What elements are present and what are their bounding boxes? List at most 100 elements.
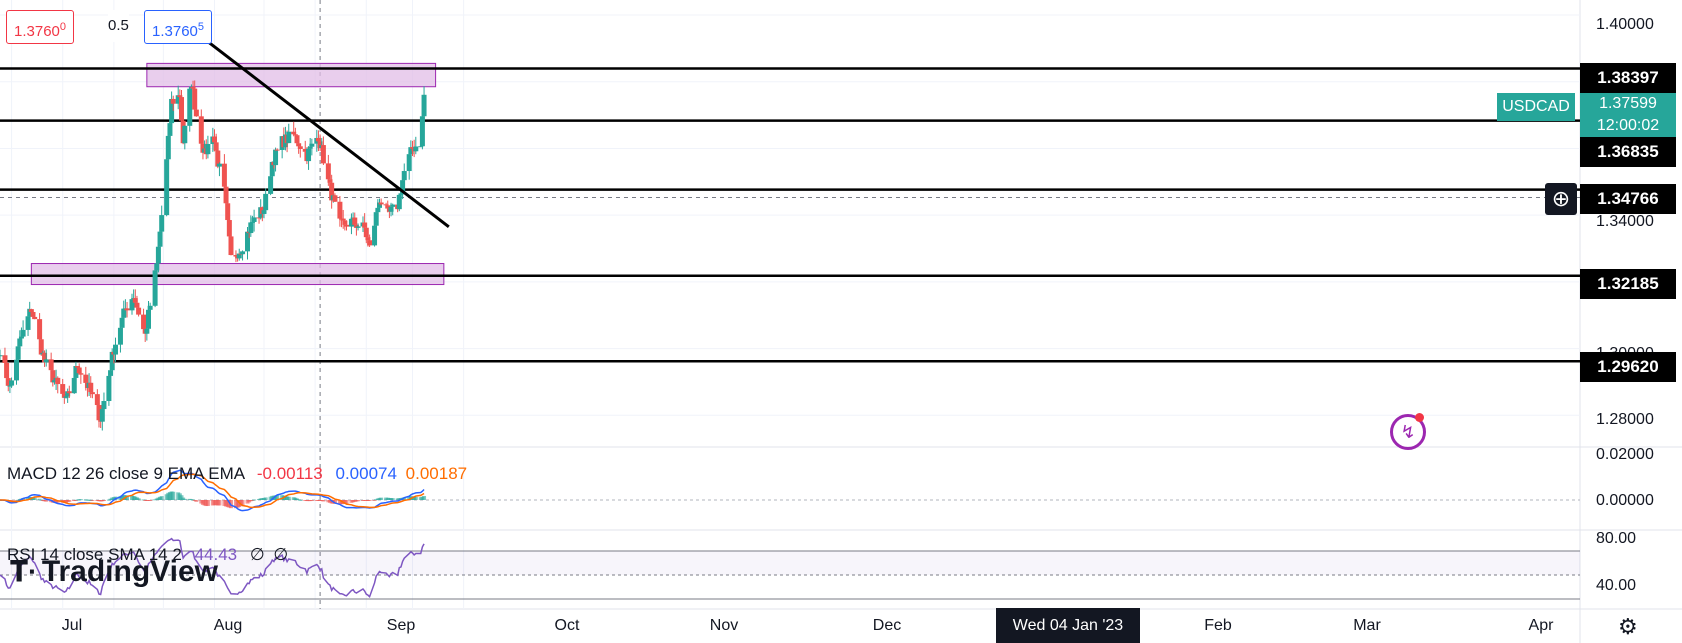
buy-price-box[interactable]: 1.37605 bbox=[144, 10, 213, 44]
x-tick: Oct bbox=[554, 617, 580, 634]
candle-body bbox=[296, 143, 302, 147]
macd-legend[interactable]: MACD 12 26 close 9 EMA EMA -0.00113 0.00… bbox=[7, 464, 467, 484]
gear-icon[interactable]: ⚙ bbox=[1618, 614, 1638, 639]
candle-body bbox=[373, 212, 379, 226]
candle-body bbox=[256, 217, 262, 219]
candle-body bbox=[228, 236, 234, 256]
candle-body bbox=[117, 327, 123, 345]
trendline bbox=[182, 21, 450, 229]
tradingview-logo-icon: 𝐓∙ bbox=[10, 556, 36, 587]
candle-body bbox=[190, 86, 196, 89]
candle-body bbox=[193, 109, 199, 117]
candle-body bbox=[76, 367, 82, 374]
level-tag: 1.32185 bbox=[1580, 269, 1676, 299]
candle-body bbox=[0, 355, 3, 357]
candle-body bbox=[83, 374, 89, 383]
candle-body bbox=[363, 227, 369, 238]
candle-body bbox=[165, 135, 171, 160]
macd-histogram-bar bbox=[413, 496, 418, 500]
candle-body bbox=[200, 143, 206, 153]
candle-body bbox=[286, 131, 292, 144]
candle-body bbox=[378, 202, 384, 205]
candle-body bbox=[388, 206, 394, 212]
candle-body bbox=[213, 142, 219, 151]
candle-body bbox=[30, 312, 36, 317]
candle-body bbox=[292, 134, 298, 136]
sell-price-box[interactable]: 1.37600 bbox=[6, 10, 75, 44]
macd-histogram-bar bbox=[344, 500, 349, 504]
candle-body bbox=[297, 146, 303, 149]
candle-body bbox=[215, 150, 221, 167]
candle-body bbox=[132, 298, 138, 303]
crosshair-add-icon[interactable]: ⊕ bbox=[1545, 183, 1577, 215]
candle-body bbox=[32, 316, 38, 320]
candle-body bbox=[390, 204, 396, 207]
tradingview-logo: 𝐓∙ TradingView bbox=[10, 555, 218, 589]
macd-histogram-bar bbox=[263, 497, 268, 500]
candle-body bbox=[216, 163, 222, 167]
macd-histogram-bar bbox=[106, 499, 111, 501]
candle-body bbox=[340, 218, 346, 221]
macd-histogram-bar bbox=[37, 498, 42, 500]
candle-body bbox=[170, 98, 176, 104]
rsi-line bbox=[0, 537, 425, 599]
candle-body bbox=[355, 226, 361, 228]
rsi-legend[interactable]: RSI 14 close SMA 14 2 44.43 ∅ ∅ bbox=[7, 545, 288, 565]
rsi-title: RSI 14 close SMA 14 2 bbox=[7, 545, 182, 564]
candle-body bbox=[421, 94, 427, 117]
macd-histogram-bar bbox=[16, 499, 21, 501]
candle-body bbox=[9, 380, 15, 386]
candle-body bbox=[43, 359, 49, 363]
macd-histogram-bar bbox=[298, 499, 303, 501]
candle-body bbox=[88, 382, 94, 393]
notification-dot bbox=[1415, 413, 1424, 422]
candle-body bbox=[121, 308, 127, 318]
candle-body bbox=[367, 240, 373, 246]
candle-body bbox=[327, 179, 333, 183]
candle-body bbox=[396, 194, 402, 210]
candle-body bbox=[27, 309, 33, 317]
resistance-zone bbox=[146, 62, 437, 88]
candle-body bbox=[108, 370, 114, 376]
spread-value: 0.5 bbox=[108, 10, 129, 42]
candle-body bbox=[306, 148, 312, 162]
candle-body bbox=[291, 131, 297, 135]
candle-body bbox=[182, 125, 188, 144]
candle-body bbox=[106, 375, 112, 402]
macd-histogram-bar bbox=[101, 500, 106, 501]
candle-body bbox=[251, 217, 257, 222]
candle-body bbox=[167, 123, 173, 136]
rsi-value: 44.43 bbox=[194, 545, 238, 564]
candle-body bbox=[20, 329, 26, 337]
y-tick: 1.34000 bbox=[1596, 213, 1654, 230]
candle-body bbox=[129, 299, 135, 311]
candle-body bbox=[50, 370, 56, 383]
candle-body bbox=[248, 222, 254, 234]
candle-body bbox=[48, 359, 54, 371]
candle-body bbox=[383, 204, 389, 206]
candle-body bbox=[164, 159, 170, 216]
macd-histogram-bar bbox=[159, 496, 164, 500]
candle-body bbox=[192, 88, 198, 110]
candle-body bbox=[413, 146, 419, 152]
candle-body bbox=[134, 302, 140, 308]
candle-body bbox=[269, 161, 275, 177]
level-tag: 1.29620 bbox=[1580, 352, 1676, 382]
x-tick: Aug bbox=[213, 617, 243, 634]
candle-body bbox=[65, 391, 71, 397]
candle-body bbox=[273, 149, 279, 166]
candle-body bbox=[315, 137, 321, 142]
candle-body bbox=[177, 95, 183, 98]
macd-histogram-bar bbox=[296, 499, 301, 501]
candle-body bbox=[175, 95, 181, 104]
logo-text: TradingView bbox=[41, 555, 218, 588]
flash-icon[interactable]: ↯ bbox=[1390, 414, 1426, 450]
macd-histogram-bar bbox=[321, 500, 326, 502]
candle-body bbox=[419, 116, 425, 147]
rsi-band bbox=[0, 551, 1580, 575]
rsi-y-tick: 80.00 bbox=[1596, 530, 1637, 547]
candle-body bbox=[398, 193, 404, 195]
candle-body bbox=[198, 116, 204, 144]
x-tick: Mar bbox=[1353, 617, 1381, 634]
